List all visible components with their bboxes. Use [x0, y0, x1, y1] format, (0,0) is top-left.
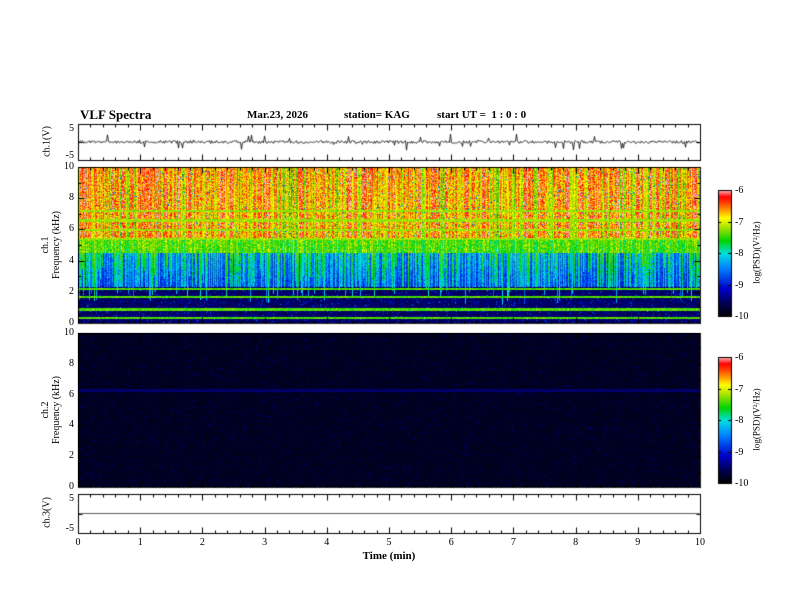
colorbar-tick-label: -6: [735, 352, 744, 363]
y-tick-label: 4: [69, 254, 74, 266]
y-tick-label: 10: [64, 161, 74, 172]
y-tick-label: 5: [69, 123, 74, 134]
y-tick-label: 8: [69, 357, 74, 369]
colorbar-tick-label: -6: [735, 185, 744, 196]
y-tick-label: 5: [69, 493, 74, 504]
y-tick-label: 2: [69, 450, 74, 462]
x-tick-label: 3: [262, 537, 268, 548]
colorbar-tick-label: -8: [735, 248, 744, 259]
x-tick-label: 7: [510, 537, 516, 548]
y-tick-label: 10: [64, 327, 74, 338]
y-tick-label: 2: [69, 285, 74, 297]
colorbar-tick-label: -10: [735, 478, 749, 489]
colorbar-tick-label: -10: [735, 311, 749, 322]
y-tick-label: -5: [65, 523, 74, 534]
y-tick-label: 0: [69, 481, 74, 492]
y-tick-label: 6: [69, 388, 74, 400]
x-tick-label: 9: [635, 537, 641, 548]
y-tick-label: -5: [65, 150, 74, 161]
y-tick-label: 0: [69, 317, 74, 328]
colorbar-tick-label: -9: [735, 279, 744, 291]
colorbar-tick-label: -7: [735, 383, 744, 395]
x-tick-label: 0: [75, 537, 81, 548]
y-tick-label: 4: [69, 419, 74, 431]
x-tick-label: 2: [199, 537, 205, 548]
x-tick-label: 4: [324, 537, 330, 548]
time-axis-label: Time (min): [362, 550, 416, 562]
y-tick-label: 6: [69, 223, 74, 235]
x-tick-label: 8: [573, 537, 579, 548]
y-tick-label: 8: [69, 192, 74, 204]
colorbar-tick-label: -7: [735, 216, 744, 228]
x-tick-label: 1: [137, 537, 143, 548]
x-tick-label: 10: [695, 537, 705, 548]
x-tick-label: 5: [386, 537, 392, 548]
colorbar-tick-label: -9: [735, 446, 744, 458]
colorbar-tick-label: -8: [735, 415, 744, 426]
x-tick-label: 6: [448, 537, 454, 548]
